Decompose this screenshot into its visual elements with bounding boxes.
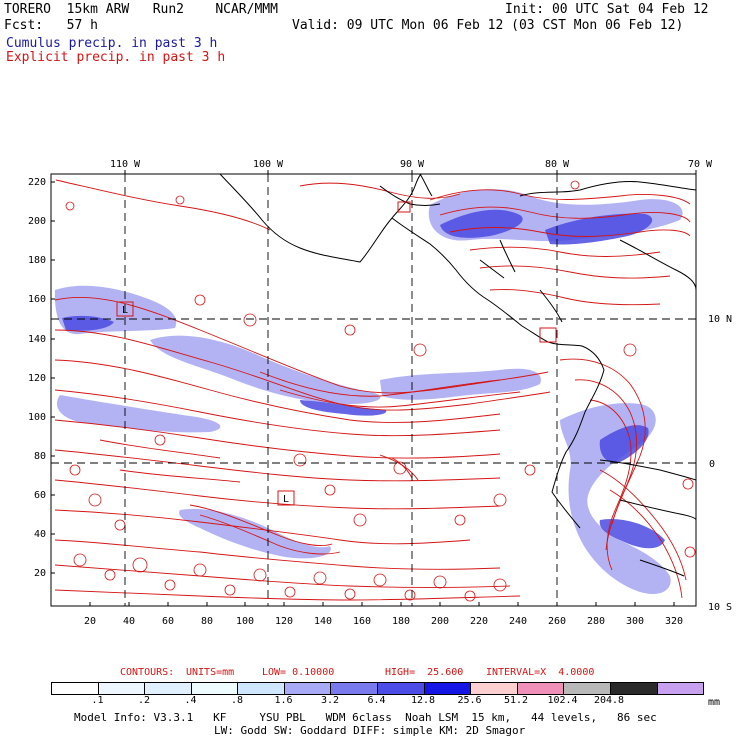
x-tick: 240	[509, 616, 527, 627]
y-tick: 20	[34, 568, 46, 579]
y-tick: 40	[34, 529, 46, 540]
contours-label: CONTOURS:	[120, 667, 175, 678]
x-tick: 80	[201, 616, 213, 627]
lat-label-10s: 10 S	[708, 602, 732, 613]
color-scale-cell	[52, 683, 99, 694]
x-tick: 100	[236, 616, 254, 627]
color-scale-label: .8	[230, 695, 244, 706]
lat-label-10n: 10 N	[708, 314, 732, 325]
color-scale-unit: mm	[708, 697, 721, 708]
color-scale-cell	[564, 683, 611, 694]
color-scale-label: 6.4	[367, 695, 386, 706]
lon-label-70w: 70 W	[688, 159, 713, 170]
x-tick: 320	[665, 616, 683, 627]
x-tick: 260	[548, 616, 566, 627]
box-marker-2: L	[283, 494, 289, 505]
explicit-precip-cells	[65, 180, 696, 602]
valid-time: Valid: 09 UTC Mon 06 Feb 12 (03 CST Mon …	[292, 18, 684, 33]
lat-labels: 10 N 0 10 S	[708, 314, 732, 613]
init-time: Init: 00 UTC Sat 04 Feb 12	[505, 2, 709, 17]
x-tick: 120	[275, 616, 293, 627]
color-scale-labels: .1 .2 .4 .8 1.6 3.2 6.4 12.8 25.6 51.2 102.4 204.8	[51, 695, 702, 707]
color-scale-label: 25.6	[457, 695, 482, 706]
color-scale-label: 51.2	[503, 695, 529, 706]
y-tick: 80	[34, 451, 46, 462]
y-tick: 180	[28, 255, 46, 266]
color-scale-label: 12.8	[410, 695, 436, 706]
contours-low: LOW= 0.10000	[262, 667, 335, 678]
color-scale-cell	[284, 683, 332, 694]
y-tick: 120	[28, 373, 46, 384]
y-tick: 60	[34, 490, 46, 501]
explicit-legend: Explicit precip. in past 3 h	[6, 50, 226, 65]
color-scale-label: .1	[91, 695, 104, 706]
x-tick: 40	[123, 616, 135, 627]
color-scale-cell	[378, 683, 425, 694]
contours-interval: INTERVAL=X 4.0000	[486, 667, 595, 678]
y-tick: 100	[28, 412, 46, 423]
cumulus-precip-cores	[62, 209, 665, 549]
color-scale-cell	[191, 683, 239, 694]
plot-frame	[50, 173, 697, 607]
contours-units: UNITS=mm	[186, 667, 235, 678]
y-ticks: 220 200 180 160 140 120 100 80 60 40 20	[28, 177, 46, 579]
station-boxes	[116, 201, 557, 506]
y-tick-marks	[51, 181, 55, 574]
color-scale-label: .2	[137, 695, 151, 706]
y-tick: 220	[28, 177, 46, 188]
x-tick: 160	[353, 616, 371, 627]
x-ticks: 20 40 60 80 100 120 140 160 180 200 220 …	[84, 616, 683, 627]
x-tick: 20	[84, 616, 96, 627]
color-scale-label: 1.6	[274, 695, 293, 706]
lat-label-0: 0	[709, 459, 715, 470]
color-scale-cell	[517, 683, 565, 694]
forecast-hour: Fcst: 57 h	[4, 18, 98, 33]
explicit-precip-contours	[54, 179, 691, 601]
y-tick: 160	[28, 294, 46, 305]
cumulus-legend: Cumulus precip. in past 3 h	[6, 36, 218, 51]
x-tick: 200	[431, 616, 449, 627]
y-tick: 140	[28, 334, 46, 345]
x-tick: 180	[392, 616, 410, 627]
color-scale-bar	[51, 682, 704, 695]
lon-labels: 110 W 100 W 90 W 80 W 70 W	[110, 159, 713, 170]
contours-high: HIGH= 25.600	[385, 667, 464, 678]
x-tick: 280	[587, 616, 605, 627]
model-physics: LW: Godd SW: Goddard DIFF: simple KM: 2D…	[214, 724, 526, 737]
x-tick: 220	[470, 616, 488, 627]
color-scale-label: 204.8	[593, 695, 625, 706]
lon-label-100w: 100 W	[253, 159, 284, 170]
color-scale-cell	[657, 683, 704, 694]
color-scale-cell	[610, 683, 658, 694]
color-scale-cell	[145, 683, 192, 694]
y-tick: 200	[28, 216, 46, 227]
color-scale-cell	[424, 683, 472, 694]
coastlines	[219, 174, 696, 577]
lon-label-80w: 80 W	[545, 159, 570, 170]
lon-label-90w: 90 W	[400, 159, 425, 170]
lon-label-110w: 110 W	[110, 159, 141, 170]
x-tick: 300	[626, 616, 644, 627]
color-scale-label: .4	[184, 695, 197, 706]
x-tick-marks	[89, 602, 675, 606]
color-scale-cell	[471, 683, 518, 694]
graticule	[51, 174, 696, 606]
color-scale-label: 3.2	[320, 695, 340, 706]
x-tick: 140	[314, 616, 332, 627]
model-title: TORERO 15km ARW Run2 NCAR/MMM	[4, 2, 278, 17]
color-scale-cell	[98, 683, 146, 694]
color-scale-cell	[238, 683, 285, 694]
box-marker-1: L	[122, 305, 128, 316]
color-scale-label: 102.4	[547, 695, 578, 706]
model-info: Model Info: V3.3.1 KF YSU PBL WDM 6class…	[74, 711, 657, 724]
color-scale-cell	[331, 683, 379, 694]
lon-ticks	[124, 170, 697, 174]
x-tick: 60	[162, 616, 174, 627]
